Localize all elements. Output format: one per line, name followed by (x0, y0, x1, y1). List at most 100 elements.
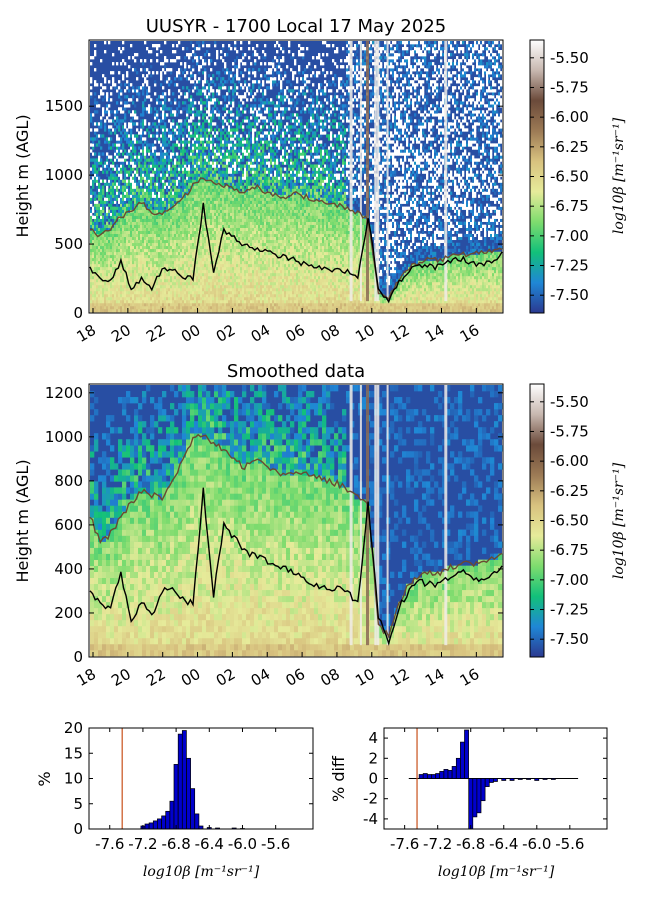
heatmap-cell (120, 263, 123, 268)
heatmap-cell (138, 302, 141, 307)
heatmap-cell (94, 239, 97, 244)
heatmap-cell (158, 191, 161, 195)
heatmap-cell (144, 305, 147, 310)
heatmap-cell (220, 257, 223, 262)
heatmap-cell (156, 227, 159, 231)
heatmap-cell (204, 287, 207, 292)
heatmap-cell (236, 92, 239, 96)
heatmap-cell (96, 281, 99, 286)
heatmap-cell (210, 215, 213, 219)
heatmap-cell (202, 308, 205, 313)
heatmap-cell (106, 275, 109, 280)
heatmap-cell (234, 149, 237, 153)
heatmap-cell (128, 89, 131, 93)
heatmap-cell (188, 242, 191, 247)
heatmap-cell (120, 149, 123, 153)
heatmap-cell (186, 254, 189, 259)
heatmap-cell (102, 107, 105, 111)
heatmap-cell (108, 167, 111, 171)
heatmap-cell (206, 161, 209, 165)
heatmap-cell (194, 131, 197, 135)
heatmap-cell (154, 80, 157, 84)
heatmap-cell (120, 239, 123, 244)
heatmap-cell (140, 128, 143, 132)
heatmap-cell (214, 176, 217, 180)
heatmap-cell (150, 272, 153, 277)
heatmap-cell (210, 110, 213, 114)
heatmap-cell (130, 167, 133, 171)
heatmap-cell (218, 293, 221, 298)
heatmap-cell (102, 110, 105, 114)
heatmap-cell (238, 143, 241, 147)
heatmap-cell (220, 233, 223, 238)
heatmap-cell (194, 143, 197, 147)
heatmap-cell (176, 209, 179, 213)
heatmap-cell (146, 83, 149, 87)
heatmap-cell (108, 212, 111, 216)
heatmap-cell (90, 296, 93, 301)
heatmap-cell (216, 263, 219, 268)
heatmap-cell (222, 125, 225, 129)
heatmap-cell (194, 284, 197, 289)
heatmap-cell (164, 197, 167, 201)
heatmap-cell (172, 92, 175, 96)
heatmap-cell (206, 269, 209, 274)
heatmap-cell (144, 245, 147, 250)
heatmap-cell (220, 296, 223, 301)
heatmap-cell (218, 260, 221, 265)
heatmap-cell (226, 305, 229, 310)
heatmap-cell (138, 152, 141, 156)
heatmap-cell (188, 164, 191, 168)
heatmap-cell (166, 221, 169, 225)
heatmap-cell (94, 260, 97, 265)
heatmap-cell (230, 140, 233, 144)
heatmap-cell (118, 176, 121, 180)
heatmap-cell (116, 155, 119, 159)
heatmap-cell (182, 167, 185, 171)
heatmap-cell (130, 233, 133, 238)
heatmap-cell (164, 41, 167, 45)
heatmap-cell (198, 197, 201, 201)
heatmap-cell (236, 302, 239, 307)
heatmap-cell (114, 200, 117, 204)
heatmap-cell (118, 95, 121, 99)
heatmap-cell (200, 263, 203, 268)
heatmap-cell (90, 77, 93, 81)
heatmap-cell (150, 188, 153, 192)
heatmap-cell (160, 230, 163, 235)
heatmap-cell (242, 200, 245, 204)
heatmap-cell (174, 230, 177, 235)
heatmap-cell (166, 155, 169, 159)
heatmap-cell (122, 305, 125, 310)
heatmap-cell (216, 185, 219, 189)
heatmap-cell (102, 236, 105, 241)
heatmap-cell (202, 284, 205, 289)
heatmap-cell (152, 179, 155, 183)
heatmap-cell (194, 128, 197, 132)
heatmap-cell (222, 308, 225, 313)
heatmap-cell (208, 299, 211, 304)
heatmap-cell (178, 161, 181, 165)
heatmap-cell (216, 50, 219, 54)
heatmap-cell (186, 155, 189, 159)
heatmap-cell (142, 254, 145, 259)
heatmap-cell (218, 203, 221, 207)
heatmap-cell (240, 239, 243, 244)
heatmap-cell (128, 83, 131, 87)
heatmap-cell (214, 83, 217, 87)
heatmap-cell (104, 296, 107, 301)
heatmap-cell (180, 77, 183, 81)
heatmap-cell (154, 245, 157, 250)
heatmap-cell (228, 167, 231, 171)
heatmap-cell (240, 287, 243, 292)
heatmap-cell (224, 224, 227, 228)
heatmap-cell (96, 200, 99, 204)
heatmap-cell (200, 134, 203, 138)
heatmap-cell (152, 191, 155, 195)
heatmap-cell (204, 197, 207, 201)
heatmap-cell (130, 281, 133, 286)
heatmap-cell (164, 212, 167, 216)
heatmap-cell (150, 203, 153, 207)
heatmap-cell (148, 179, 151, 183)
heatmap-cell (210, 98, 213, 102)
